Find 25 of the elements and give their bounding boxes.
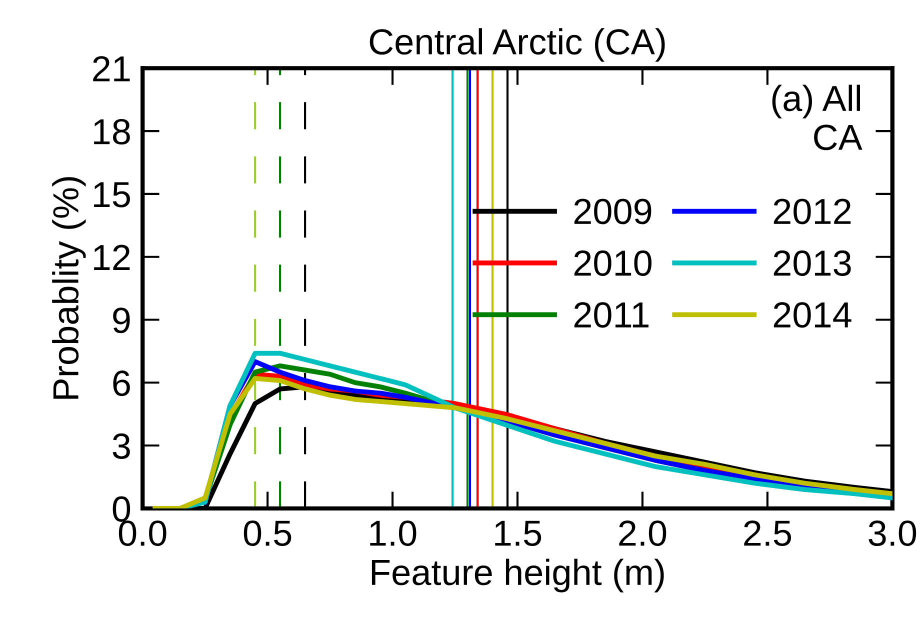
legend-label: 2009 bbox=[574, 198, 652, 224]
y-tick-label: 18 bbox=[94, 118, 130, 145]
legend-label: 2010 bbox=[574, 250, 652, 276]
x-tick-label: 3.0 bbox=[868, 520, 916, 546]
y-tick-label: 21 bbox=[93, 56, 130, 82]
y-tick-label: 0 bbox=[112, 496, 130, 522]
chart-title: Central Arctic (CA) bbox=[370, 28, 665, 62]
legend-label: 2014 bbox=[774, 302, 852, 328]
y-tick-label: 12 bbox=[94, 244, 130, 270]
y-tick-label: 9 bbox=[113, 308, 130, 334]
x-tick-label: 1.5 bbox=[495, 520, 542, 546]
y-tick-label: 6 bbox=[113, 370, 130, 396]
x-tick-label: 2.5 bbox=[744, 520, 792, 546]
annotation: (a) All CA bbox=[772, 84, 862, 150]
legend-label: 2012 bbox=[774, 198, 851, 224]
x-tick-label: 0.0 bbox=[118, 520, 166, 546]
x-axis-title: Feature height (m) bbox=[372, 558, 664, 592]
x-tick-label: 1.0 bbox=[370, 520, 416, 546]
legend-label: 2011 bbox=[574, 302, 648, 328]
y-tick-label: 15 bbox=[94, 182, 130, 208]
legend-label: 2013 bbox=[774, 250, 851, 276]
x-tick-label: 0.5 bbox=[244, 520, 292, 546]
y-axis-title: Probablity (%) bbox=[52, 177, 86, 399]
y-tick-label: 3 bbox=[112, 433, 130, 459]
x-tick-label: 2.0 bbox=[619, 520, 666, 546]
